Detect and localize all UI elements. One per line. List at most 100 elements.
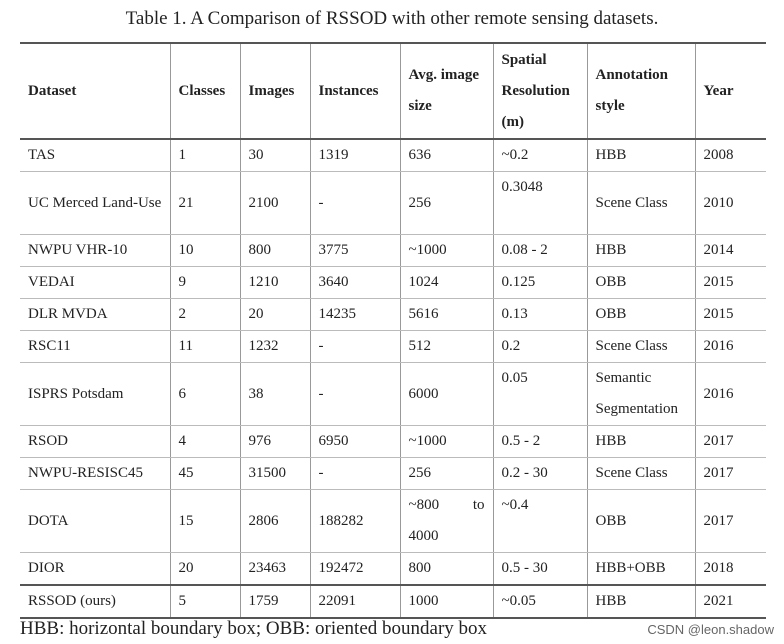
table-cell: OBB [586, 298, 696, 331]
watermark: CSDN @leon.shadow [647, 622, 774, 637]
table-cell: UC Merced Land-Use [20, 171, 171, 235]
table-cell: 6000 [399, 362, 494, 426]
table-cell: 2016 [694, 362, 766, 426]
table-cell: 800 [239, 234, 311, 267]
table-cell: 38 [239, 362, 311, 426]
table-cell: 23463 [239, 552, 311, 586]
table-row: NWPU VHR-10 10 800 3775 ~1000 0.08 - 2 HBB 2014 [20, 234, 766, 267]
table-cell: Semantic Segmentation [586, 362, 696, 426]
table-cell: 9 [169, 266, 241, 299]
table-body: TAS 1 30 1319 636 ~0.2 HBB 2008 UC Merced Land-U… [20, 139, 766, 619]
table-cell: 0.2 - 30 [492, 457, 588, 490]
table-cell: RSSOD (ours) [20, 584, 171, 619]
table-cell: ~0.4 [492, 489, 588, 553]
table-cell: - [309, 171, 401, 235]
table-row: NWPU-RESISC45 45 31500-256 0.2 - 30 Scene Cl… [20, 457, 766, 490]
table-cell: 1210 [239, 266, 311, 299]
table-cell: 800 [399, 552, 494, 586]
table-cell: HBB [586, 234, 696, 267]
table-cell: 2008 [694, 139, 766, 172]
table-cell: 5616 [399, 298, 494, 331]
header-cell: Year [694, 42, 766, 140]
table-cell: 0.5 - 30 [492, 552, 588, 586]
table-cell: 4 [169, 425, 241, 458]
table-cell: 192472 [309, 552, 401, 586]
table-cell: 976 [239, 425, 311, 458]
table-cell: 2021 [694, 584, 766, 619]
comparison-table: Dataset Classes Images Instances Avg. image … [20, 42, 766, 619]
table-cell: 30 [239, 139, 311, 172]
table-cell: DIOR [20, 552, 171, 586]
table-cell: DLR MVDA [20, 298, 171, 331]
table-cell: DOTA [20, 489, 171, 553]
table-cell: 2017 [694, 457, 766, 490]
header-cell: Spatial Resolution (m) [492, 42, 588, 140]
table-row: UC Merced Land-Use 21 2100-256 0.3048 Scene … [20, 171, 766, 235]
table-cell: - [309, 330, 401, 363]
table-cell: RSC11 [20, 330, 171, 363]
table-cell: 2015 [694, 266, 766, 299]
table-cell: 2018 [694, 552, 766, 586]
table-cell: 22091 [309, 584, 401, 619]
table-cell: RSOD [20, 425, 171, 458]
table-cell: 2016 [694, 330, 766, 363]
header-cell: Annotation style [586, 42, 696, 140]
table-cell: ~1000 [399, 234, 494, 267]
table-cell: ISPRS Potsdam [20, 362, 171, 426]
table-cell: 1232 [239, 330, 311, 363]
table-cell: 0.2 [492, 330, 588, 363]
table-cell: Scene Class [586, 171, 696, 235]
table-row: DOTA 15 2806 188282 ~800 to 4000 ~0.4 OBB 2017 [20, 489, 766, 553]
table-cell: 1319 [309, 139, 401, 172]
table-cell: 1 [169, 139, 241, 172]
header-cell: Classes [169, 42, 241, 140]
table-cell: OBB [586, 489, 696, 553]
table-cell: OBB [586, 266, 696, 299]
table-cell: 6950 [309, 425, 401, 458]
table-cell: 3775 [309, 234, 401, 267]
table-cell: 2806 [239, 489, 311, 553]
header-cell: Images [239, 42, 311, 140]
table-cell: 31500 [239, 457, 311, 490]
table-cell: NWPU VHR-10 [20, 234, 171, 267]
table-row: DIOR 20 23463 192472 800 0.5 - 30 HBB+OBB 2018 [20, 552, 766, 586]
table-cell: 636 [399, 139, 494, 172]
table-cell: 3640 [309, 266, 401, 299]
table-cell: ~0.05 [492, 584, 588, 619]
table-row: RSOD 4 976 6950 ~1000 0.5 - 2 HBB 2017 [20, 425, 766, 458]
table-cell: 11 [169, 330, 241, 363]
table-cell: ~800 to 4000 [399, 489, 494, 553]
table-cell: TAS [20, 139, 171, 172]
table-cell: - [309, 457, 401, 490]
table-cell: Scene Class [586, 330, 696, 363]
table-row: DLR MVDA 2 20 14235 5616 0.13 OBB 2015 [20, 298, 766, 331]
table-cell: 6 [169, 362, 241, 426]
table-cell: VEDAI [20, 266, 171, 299]
table-row: RSC11 11 1232-512 0.2 Scene Class 2016 [20, 330, 766, 363]
table-cell: 2017 [694, 425, 766, 458]
table-cell: 0.125 [492, 266, 588, 299]
table-cell: 14235 [309, 298, 401, 331]
table-cell: 2015 [694, 298, 766, 331]
table-cell: 1000 [399, 584, 494, 619]
table-cell: 5 [169, 584, 241, 619]
table-cell: 10 [169, 234, 241, 267]
table-cell: 256 [399, 171, 494, 235]
table-cell: 2010 [694, 171, 766, 235]
table-cell: HBB [586, 139, 696, 172]
table-cell: 0.08 - 2 [492, 234, 588, 267]
table-row: TAS 1 30 1319 636 ~0.2 HBB 2008 [20, 139, 766, 172]
table-cell: 256 [399, 457, 494, 490]
table-cell: 20 [169, 552, 241, 586]
table-cell: 0.13 [492, 298, 588, 331]
table-cell: Scene Class [586, 457, 696, 490]
table-row: ISPRS Potsdam 6 38-6000 0.05 Semantic Segmen… [20, 362, 766, 426]
table-cell: 0.05 [492, 362, 588, 426]
header-cell: Dataset [20, 42, 171, 140]
table-cell: HBB [586, 425, 696, 458]
table-cell: 2017 [694, 489, 766, 553]
header-row: Dataset Classes Images Instances Avg. image … [20, 42, 766, 140]
table-row: RSSOD (ours) 5 1759 22091 1000 ~0.05 HBB 2021 [20, 584, 766, 619]
header-cell: Instances [309, 42, 401, 140]
